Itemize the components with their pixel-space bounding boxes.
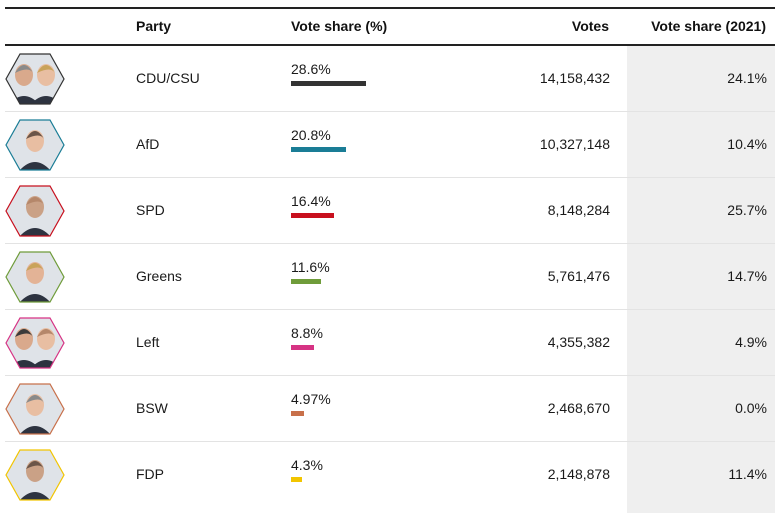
party-name: BSW: [136, 400, 168, 416]
vote-share-2021-value: 24.1%: [727, 70, 767, 86]
vote-share-bar: [291, 279, 321, 284]
votes-value: 2,468,670: [547, 400, 610, 416]
vote-share-label: 20.8%: [291, 127, 331, 143]
party-leader-portrait: [5, 449, 65, 501]
vote-share-2021-value: 14.7%: [727, 268, 767, 284]
header-vote-share-2021: Vote share (2021): [651, 18, 766, 34]
table-row: Greens 11.6% 5,761,476 14.7%: [5, 244, 775, 310]
row-divider: [5, 177, 775, 178]
vote-share-label: 28.6%: [291, 61, 331, 77]
votes-value: 8,148,284: [547, 202, 610, 218]
votes-value: 5,761,476: [547, 268, 610, 284]
party-leader-portrait: [5, 119, 65, 171]
party-leader-portrait: [5, 185, 65, 237]
row-divider: [5, 441, 775, 442]
table-row: AfD 20.8% 10,327,148 10.4%: [5, 112, 775, 178]
table-row: Left 8.8% 4,355,382 4.9%: [5, 310, 775, 376]
votes-value: 14,158,432: [539, 70, 610, 86]
vote-share-bar: [291, 147, 346, 152]
table-row: FDP 4.3% 2,148,878 11.4%: [5, 442, 775, 508]
vote-share-bar: [291, 345, 314, 350]
vote-share-label: 8.8%: [291, 325, 323, 341]
row-divider: [5, 309, 775, 310]
prev-share-column-shading: [627, 46, 775, 513]
table-row: CDU/CSU 28.6% 14,158,432 24.1%: [5, 46, 775, 112]
row-divider: [5, 243, 775, 244]
vote-share-2021-value: 11.4%: [728, 466, 767, 482]
table-top-rule: [5, 7, 775, 9]
party-leader-portrait: [5, 383, 65, 435]
vote-share-2021-value: 0.0%: [735, 400, 767, 416]
table-row: BSW 4.97% 2,468,670 0.0%: [5, 376, 775, 442]
vote-share-2021-value: 10.4%: [727, 136, 767, 152]
vote-share-label: 4.3%: [291, 457, 323, 473]
party-name: SPD: [136, 202, 165, 218]
votes-value: 4,355,382: [547, 334, 610, 350]
vote-share-bar: [291, 81, 366, 86]
votes-value: 2,148,878: [547, 466, 610, 482]
row-divider: [5, 111, 775, 112]
party-name: Left: [136, 334, 160, 350]
table-row: SPD 16.4% 8,148,284 25.7%: [5, 178, 775, 244]
party-name: AfD: [136, 136, 160, 152]
header-vote-share: Vote share (%): [291, 18, 388, 34]
votes-value: 10,327,148: [539, 136, 610, 152]
header-votes: Votes: [571, 18, 609, 34]
party-leader-portrait: [5, 251, 65, 303]
vote-share-label: 11.6%: [291, 259, 330, 275]
vote-share-2021-value: 25.7%: [727, 202, 767, 218]
vote-share-label: 4.97%: [291, 391, 331, 407]
party-name: CDU/CSU: [136, 70, 200, 86]
vote-share-2021-value: 4.9%: [735, 334, 767, 350]
vote-share-label: 16.4%: [291, 193, 331, 209]
header-party: Party: [136, 18, 172, 34]
party-leader-portrait: [5, 317, 65, 369]
header-rule: [5, 44, 775, 46]
party-leader-portrait: [5, 53, 65, 105]
vote-share-bar: [291, 477, 302, 482]
vote-share-bar: [291, 411, 304, 416]
vote-share-bar: [291, 213, 334, 218]
row-divider: [5, 375, 775, 376]
party-name: FDP: [136, 466, 164, 482]
party-name: Greens: [136, 268, 182, 284]
